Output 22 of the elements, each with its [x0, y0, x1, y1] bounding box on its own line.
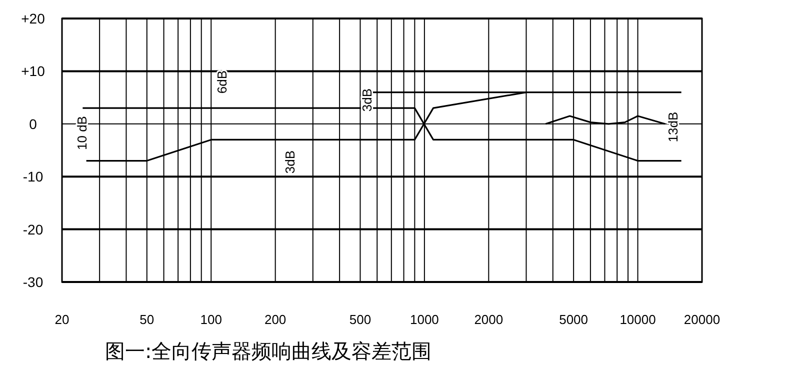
x-tick-label: 20	[54, 312, 70, 327]
x-tick-label: 1000	[410, 312, 439, 327]
y-tick-label: +10	[21, 63, 46, 80]
x-tick-label: 500	[349, 312, 372, 327]
x-tick-label: 5000	[559, 312, 588, 327]
annotation: 10 dB	[74, 116, 90, 150]
x-tick-label: 50	[140, 312, 154, 327]
annotation: 6dB	[214, 70, 230, 94]
x-tick-label: 2000	[474, 312, 504, 327]
annotation: 3dB	[282, 150, 298, 174]
y-tick-label: -20	[22, 221, 44, 238]
y-tick-label: -10	[22, 168, 44, 185]
x-tick-label: 200	[264, 312, 286, 327]
y-tick-label: 0	[29, 116, 38, 132]
x-tick-label: 10000	[620, 312, 656, 327]
x-tick-label: 20000	[684, 312, 720, 327]
y-tick-label: +20	[21, 10, 46, 26]
annotation: 3dB	[360, 88, 374, 112]
annotation: 13dB	[666, 112, 680, 142]
x-tick-label: 100	[200, 312, 222, 327]
y-tick-label: -30	[22, 274, 44, 290]
text: 图一:全向传声器频响曲线及容差范围	[105, 339, 432, 363]
